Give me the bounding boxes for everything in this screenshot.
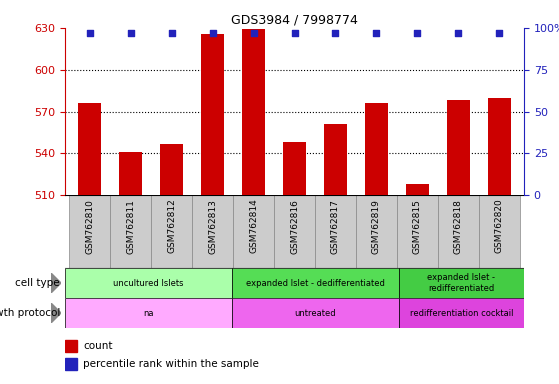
Polygon shape	[51, 273, 61, 293]
Text: growth protocol: growth protocol	[0, 308, 60, 318]
Text: GSM762810: GSM762810	[85, 199, 94, 253]
Bar	[438, 195, 479, 268]
Text: GSM762820: GSM762820	[495, 199, 504, 253]
Bar	[232, 268, 399, 298]
Text: GSM762814: GSM762814	[249, 199, 258, 253]
Point	[331, 30, 340, 36]
Bar	[201, 33, 224, 195]
Text: expanded Islet - dedifferentiated: expanded Islet - dedifferentiated	[246, 278, 385, 288]
Bar	[233, 195, 274, 268]
Text: untreated: untreated	[295, 308, 336, 318]
Bar	[406, 184, 429, 195]
Polygon shape	[51, 303, 61, 323]
Text: GSM762816: GSM762816	[290, 199, 299, 253]
Bar	[315, 195, 356, 268]
Point	[454, 30, 463, 36]
Text: GSM762818: GSM762818	[454, 199, 463, 253]
Text: GSM762817: GSM762817	[331, 199, 340, 253]
Text: redifferentiation cocktail: redifferentiation cocktail	[410, 308, 513, 318]
Point	[126, 30, 135, 36]
Bar	[242, 30, 265, 195]
Bar	[192, 195, 233, 268]
Text: GSM762813: GSM762813	[208, 199, 217, 253]
Bar	[479, 195, 520, 268]
Bar	[119, 152, 142, 195]
Bar	[65, 268, 232, 298]
Bar	[324, 124, 347, 195]
Point	[495, 30, 504, 36]
Text: uncultured Islets: uncultured Islets	[113, 278, 184, 288]
Text: GSM762811: GSM762811	[126, 199, 135, 253]
Point	[167, 30, 176, 36]
Bar	[65, 340, 77, 352]
Point	[85, 30, 94, 36]
Bar	[151, 195, 192, 268]
Text: count: count	[83, 341, 112, 351]
Point	[413, 30, 422, 36]
Bar	[397, 195, 438, 268]
Point	[249, 30, 258, 36]
Point	[208, 30, 217, 36]
Bar	[160, 144, 183, 195]
Bar	[488, 98, 511, 195]
Point	[372, 30, 381, 36]
Text: na: na	[143, 308, 154, 318]
Title: GDS3984 / 7998774: GDS3984 / 7998774	[231, 14, 358, 27]
Bar	[283, 142, 306, 195]
Bar	[65, 298, 232, 328]
Text: GSM762815: GSM762815	[413, 199, 422, 253]
Bar	[356, 195, 397, 268]
Bar	[399, 268, 524, 298]
Bar	[232, 298, 399, 328]
Bar	[69, 195, 110, 268]
Bar	[447, 100, 470, 195]
Bar	[65, 358, 77, 370]
Point	[290, 30, 299, 36]
Bar	[78, 103, 101, 195]
Text: expanded Islet -
redifferentiated: expanded Islet - redifferentiated	[428, 273, 495, 293]
Text: GSM762819: GSM762819	[372, 199, 381, 253]
Bar	[274, 195, 315, 268]
Bar	[399, 298, 524, 328]
Text: cell type: cell type	[16, 278, 60, 288]
Bar	[365, 103, 388, 195]
Text: GSM762812: GSM762812	[167, 199, 176, 253]
Bar	[110, 195, 151, 268]
Text: percentile rank within the sample: percentile rank within the sample	[83, 359, 259, 369]
